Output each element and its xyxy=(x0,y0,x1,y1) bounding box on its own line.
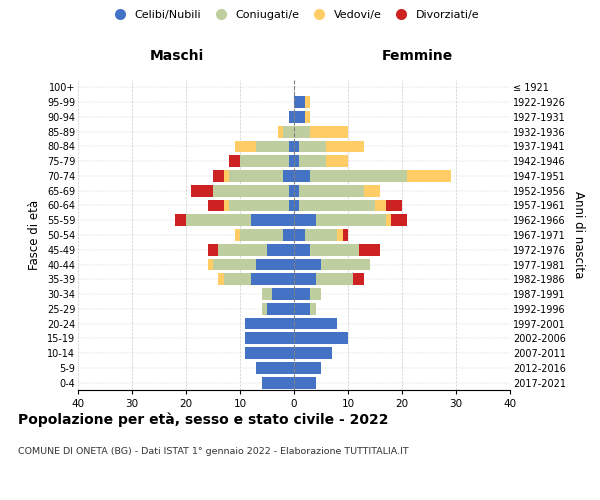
Bar xyxy=(208,200,224,211)
Y-axis label: Anni di nascita: Anni di nascita xyxy=(572,192,585,278)
Bar xyxy=(240,229,283,241)
Bar xyxy=(310,170,407,182)
Bar xyxy=(224,170,229,182)
Bar xyxy=(294,258,321,270)
Bar xyxy=(294,376,316,388)
Text: COMUNE DI ONETA (BG) - Dati ISTAT 1° gennaio 2022 - Elaborazione TUTTITALIA.IT: COMUNE DI ONETA (BG) - Dati ISTAT 1° gen… xyxy=(18,448,409,456)
Bar xyxy=(294,318,337,330)
Bar xyxy=(294,185,299,196)
Bar xyxy=(289,185,294,196)
Bar xyxy=(294,170,310,182)
Bar xyxy=(245,347,294,359)
Bar xyxy=(294,244,310,256)
Bar xyxy=(294,111,305,123)
Bar xyxy=(316,214,386,226)
Bar xyxy=(229,200,289,211)
Bar xyxy=(375,200,386,211)
Bar xyxy=(310,303,316,314)
Bar xyxy=(343,229,348,241)
Bar xyxy=(175,214,186,226)
Bar xyxy=(326,156,348,167)
Bar xyxy=(294,347,332,359)
Bar xyxy=(224,200,229,211)
Bar xyxy=(208,258,213,270)
Legend: Celibi/Nubili, Coniugati/e, Vedovi/e, Divorziati/e: Celibi/Nubili, Coniugati/e, Vedovi/e, Di… xyxy=(104,6,484,25)
Bar xyxy=(294,140,299,152)
Bar xyxy=(299,156,326,167)
Bar xyxy=(224,274,251,285)
Bar xyxy=(283,229,294,241)
Bar xyxy=(283,170,294,182)
Bar xyxy=(407,170,451,182)
Bar xyxy=(294,126,310,138)
Bar xyxy=(310,126,348,138)
Bar xyxy=(278,126,283,138)
Bar xyxy=(299,140,326,152)
Bar xyxy=(191,185,213,196)
Bar xyxy=(364,185,380,196)
Bar xyxy=(294,96,305,108)
Bar xyxy=(251,214,294,226)
Bar xyxy=(235,229,240,241)
Y-axis label: Fasce di età: Fasce di età xyxy=(28,200,41,270)
Bar xyxy=(186,214,251,226)
Bar xyxy=(359,244,380,256)
Bar xyxy=(321,258,370,270)
Bar xyxy=(386,214,391,226)
Bar xyxy=(245,318,294,330)
Text: Maschi: Maschi xyxy=(150,48,204,62)
Bar xyxy=(267,244,294,256)
Bar xyxy=(391,214,407,226)
Bar xyxy=(294,156,299,167)
Bar xyxy=(256,362,294,374)
Bar xyxy=(262,303,267,314)
Bar xyxy=(310,288,321,300)
Bar xyxy=(240,156,289,167)
Bar xyxy=(245,332,294,344)
Bar xyxy=(294,214,316,226)
Bar xyxy=(289,111,294,123)
Bar xyxy=(326,140,364,152)
Bar xyxy=(294,200,299,211)
Bar xyxy=(213,185,289,196)
Bar xyxy=(337,229,343,241)
Bar xyxy=(289,200,294,211)
Bar xyxy=(256,140,289,152)
Bar xyxy=(386,200,402,211)
Bar xyxy=(262,376,294,388)
Text: Femmine: Femmine xyxy=(382,48,452,62)
Bar xyxy=(294,303,310,314)
Bar xyxy=(218,244,267,256)
Bar xyxy=(218,274,224,285)
Bar xyxy=(256,258,294,270)
Bar xyxy=(316,274,353,285)
Bar xyxy=(294,274,316,285)
Bar xyxy=(251,274,294,285)
Bar xyxy=(213,170,224,182)
Bar xyxy=(305,229,337,241)
Bar xyxy=(235,140,256,152)
Bar xyxy=(213,258,256,270)
Bar xyxy=(294,362,321,374)
Bar xyxy=(267,303,294,314)
Bar xyxy=(229,156,240,167)
Bar xyxy=(310,244,359,256)
Bar xyxy=(294,332,348,344)
Bar xyxy=(289,140,294,152)
Bar xyxy=(229,170,283,182)
Text: Popolazione per età, sesso e stato civile - 2022: Popolazione per età, sesso e stato civil… xyxy=(18,412,389,427)
Bar xyxy=(294,229,305,241)
Bar xyxy=(294,288,310,300)
Bar xyxy=(262,288,272,300)
Bar xyxy=(272,288,294,300)
Bar xyxy=(299,200,375,211)
Bar xyxy=(289,156,294,167)
Bar xyxy=(299,185,364,196)
Bar xyxy=(305,96,310,108)
Bar xyxy=(208,244,218,256)
Bar xyxy=(305,111,310,123)
Bar xyxy=(353,274,364,285)
Bar xyxy=(283,126,294,138)
